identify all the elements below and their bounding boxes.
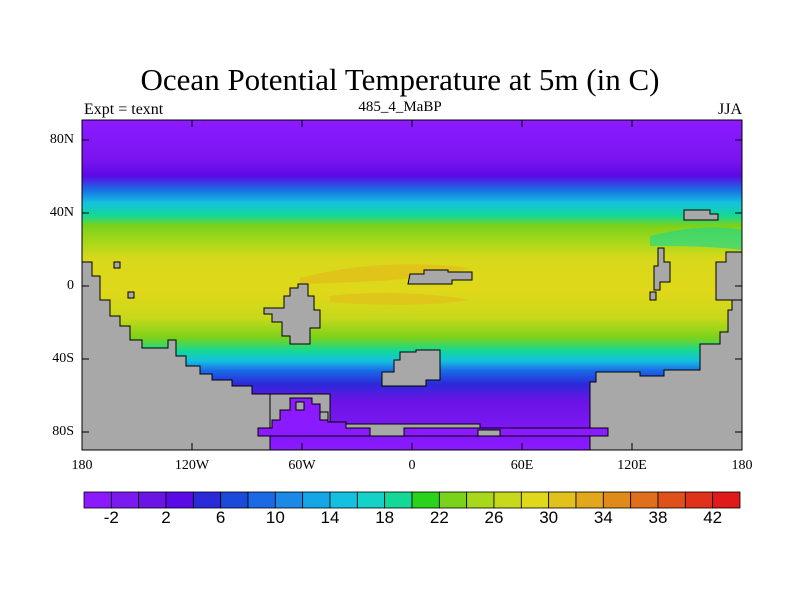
colorbar-label: 30 bbox=[539, 508, 559, 527]
colorbar-swatch bbox=[165, 491, 194, 509]
landmass-far-east bbox=[715, 251, 742, 301]
cool-band-east bbox=[650, 227, 742, 250]
polar-patch-west bbox=[257, 397, 371, 437]
colorbar-swatch bbox=[602, 491, 632, 509]
colorbar-label: -2 bbox=[103, 508, 119, 527]
plot-title: Ocean Potential Temperature at 5m (in C) bbox=[140, 62, 660, 97]
colorbar-label: 34 bbox=[593, 508, 613, 527]
landmass-central-south bbox=[263, 283, 321, 345]
polar-patch-east bbox=[403, 427, 609, 437]
colorbar-swatch bbox=[384, 491, 413, 509]
colorbar-swatch bbox=[438, 491, 468, 509]
lon-tick-120e: 120E bbox=[617, 458, 647, 473]
colorbar-swatch bbox=[329, 491, 358, 509]
colorbar-swatch bbox=[684, 491, 714, 509]
colorbar-swatch bbox=[247, 491, 276, 509]
colorbar-label: 14 bbox=[320, 508, 340, 527]
experiment-label: Expt = texnt bbox=[84, 101, 164, 118]
colorbar-swatch bbox=[466, 491, 495, 509]
colorbar-swatch bbox=[411, 491, 440, 509]
polar-island-a bbox=[295, 401, 305, 411]
colorbar-swatch bbox=[657, 491, 686, 509]
lat-tick-80n: 80N bbox=[49, 132, 74, 147]
warm-anomaly-central bbox=[330, 293, 470, 305]
lon-tick-60w: 60W bbox=[288, 458, 316, 473]
island-east-narrow bbox=[653, 247, 671, 291]
lon-tick-60e: 60E bbox=[510, 458, 534, 473]
colorbar-swatch bbox=[356, 491, 386, 509]
map-area bbox=[82, 120, 742, 450]
polar-island-b bbox=[319, 411, 329, 421]
lat-tick-40s: 40S bbox=[52, 351, 74, 366]
warm-anomaly-north bbox=[300, 264, 470, 284]
lon-tick-180-east: 180 bbox=[731, 458, 753, 473]
polar-ocean-patches bbox=[257, 397, 609, 437]
colorbar-label: 22 bbox=[429, 508, 449, 527]
colorbar-label: 42 bbox=[703, 508, 723, 527]
island-northeast bbox=[683, 209, 719, 221]
polar-land-small bbox=[477, 429, 501, 437]
colorbar-label: 2 bbox=[161, 508, 171, 527]
colorbar-swatch bbox=[630, 491, 659, 509]
colorbar-swatch bbox=[192, 491, 222, 509]
island-east-small bbox=[649, 291, 657, 301]
landmass-central-north bbox=[407, 269, 473, 285]
axis-ticks bbox=[82, 120, 742, 450]
landmass-southern-mid bbox=[381, 349, 441, 387]
colorbar-swatch bbox=[575, 491, 604, 509]
lat-tick-80s: 80S bbox=[52, 424, 74, 439]
colorbar-label: 10 bbox=[265, 508, 285, 527]
colorbar-swatch bbox=[520, 491, 550, 509]
colorbar-label: 6 bbox=[215, 508, 226, 527]
colorbar-label: 26 bbox=[484, 508, 504, 527]
colorbar bbox=[83, 491, 741, 509]
landmass-east bbox=[589, 265, 742, 450]
island-west-b bbox=[127, 291, 135, 299]
lon-tick-180-west: 180 bbox=[71, 458, 93, 473]
colorbar-swatch bbox=[220, 491, 249, 509]
colorbar-label: 18 bbox=[375, 508, 395, 527]
island-west-a bbox=[113, 261, 121, 269]
colorbar-swatch bbox=[548, 491, 577, 509]
period-label: 485_4_MaBP bbox=[358, 99, 442, 115]
colorbar-swatch bbox=[493, 491, 522, 509]
colorbar-swatch bbox=[83, 491, 112, 509]
colorbar-swatch bbox=[302, 491, 331, 509]
landmass-west bbox=[82, 261, 271, 450]
colorbar-label: 38 bbox=[648, 508, 668, 527]
lon-tick-120w: 120W bbox=[174, 458, 210, 473]
lon-tick-0: 0 bbox=[408, 458, 416, 473]
colorbar-swatch bbox=[138, 491, 167, 509]
season-label: JJA bbox=[717, 101, 742, 118]
colorbar-swatch bbox=[712, 491, 741, 509]
colorbar-swatch bbox=[110, 491, 140, 509]
colorbar-swatch bbox=[274, 491, 304, 509]
lat-tick-40n: 40N bbox=[49, 205, 74, 220]
lat-tick-0: 0 bbox=[67, 278, 74, 293]
